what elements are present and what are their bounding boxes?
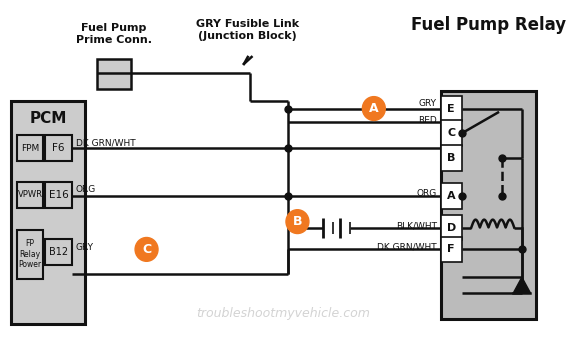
Text: Fuel Pump
Prime Conn.: Fuel Pump Prime Conn. xyxy=(76,23,152,45)
Bar xyxy=(17,230,44,279)
Text: GRY: GRY xyxy=(76,243,94,252)
Text: C: C xyxy=(142,243,151,256)
Text: ORG: ORG xyxy=(416,189,437,198)
Bar xyxy=(45,182,72,208)
Text: troubleshootmyvehicle.com: troubleshootmyvehicle.com xyxy=(196,307,370,320)
Polygon shape xyxy=(513,277,531,293)
Bar xyxy=(441,145,462,171)
Bar xyxy=(17,182,44,208)
Text: A: A xyxy=(369,102,379,115)
Bar xyxy=(17,135,44,161)
Text: F: F xyxy=(447,244,455,254)
Text: F6: F6 xyxy=(52,143,65,153)
Text: PCM: PCM xyxy=(30,111,67,126)
Bar xyxy=(441,96,462,121)
Text: A: A xyxy=(447,191,455,201)
Circle shape xyxy=(135,238,158,261)
Bar xyxy=(441,91,536,319)
Text: FP
Relay
Power: FP Relay Power xyxy=(19,239,42,269)
Circle shape xyxy=(362,97,385,120)
Text: E: E xyxy=(447,104,455,113)
Text: DK GRN/WHT: DK GRN/WHT xyxy=(377,243,437,252)
Bar xyxy=(441,120,462,146)
Bar xyxy=(11,100,85,324)
Text: Fuel Pump Relay: Fuel Pump Relay xyxy=(411,16,566,34)
Text: ORG: ORG xyxy=(76,186,96,194)
Bar xyxy=(441,183,462,209)
Bar xyxy=(441,237,462,262)
Text: B: B xyxy=(293,215,302,228)
Text: FPM: FPM xyxy=(21,144,39,153)
Text: BLK/WHT: BLK/WHT xyxy=(396,221,437,230)
Text: RED: RED xyxy=(418,116,437,125)
Circle shape xyxy=(286,210,309,233)
Bar xyxy=(45,239,72,265)
Text: VPWR: VPWR xyxy=(17,190,42,199)
Bar xyxy=(97,59,131,89)
Text: B12: B12 xyxy=(49,247,68,257)
Text: E16: E16 xyxy=(49,190,68,200)
Text: D: D xyxy=(447,223,456,233)
Text: DK GRN/WHT: DK GRN/WHT xyxy=(76,139,136,148)
Bar xyxy=(441,215,462,240)
Bar xyxy=(45,135,72,161)
Text: GRY: GRY xyxy=(419,99,437,108)
Text: C: C xyxy=(447,128,455,138)
Text: B: B xyxy=(447,153,455,163)
Text: GRY Fusible Link
(Junction Block): GRY Fusible Link (Junction Block) xyxy=(196,19,299,41)
